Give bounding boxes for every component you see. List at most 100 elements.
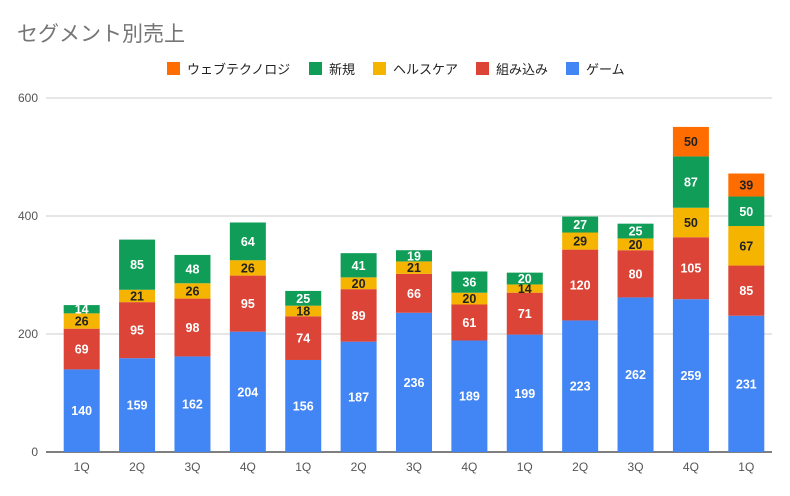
bar-segment [174, 254, 211, 284]
bar-segment [63, 328, 100, 370]
bar-segment [672, 207, 709, 238]
bar-segment [119, 302, 156, 359]
data-label: 262 [625, 368, 646, 382]
bar-segment [451, 304, 488, 341]
data-label: 41 [352, 259, 366, 273]
data-label: 14 [518, 282, 532, 296]
data-label: 29 [573, 235, 587, 249]
legend-label: ヘルスケア [393, 62, 459, 78]
bar-segment [506, 334, 543, 452]
data-label: 85 [130, 258, 144, 272]
data-label: 21 [407, 261, 421, 275]
bar-segment [396, 273, 432, 313]
data-label: 69 [75, 343, 89, 357]
x-tick-label: 4Q [461, 460, 477, 474]
data-label: 27 [573, 218, 587, 232]
x-tick-label: 3Q [184, 460, 200, 474]
bar-segment [340, 277, 377, 290]
bar-segment [396, 250, 432, 262]
bar-segment [285, 316, 322, 360]
data-label: 259 [680, 369, 701, 383]
bar-segment [728, 196, 765, 227]
bar-segment [451, 271, 488, 293]
data-label: 19 [407, 249, 421, 263]
bar-segment [728, 315, 765, 452]
data-label: 89 [352, 309, 366, 323]
bar-segment [285, 305, 322, 317]
legend-swatch [167, 61, 180, 75]
x-tick-label: 2Q [572, 460, 588, 474]
legend-swatch [309, 61, 322, 75]
data-label: 189 [459, 390, 480, 404]
bar-segment [451, 292, 488, 305]
data-label: 162 [182, 398, 203, 412]
data-label: 20 [352, 277, 366, 291]
chart-title: セグメント別売上 [17, 22, 185, 46]
data-label: 71 [518, 307, 532, 321]
bar-segment [617, 297, 654, 452]
data-label: 21 [130, 289, 144, 303]
legend-label: 組み込み [496, 62, 549, 78]
x-tick-label: 4Q [683, 460, 699, 474]
data-label: 39 [739, 179, 753, 193]
bar-segment [63, 369, 100, 452]
data-label: 105 [680, 262, 701, 276]
y-tick-label: 600 [18, 91, 38, 105]
data-label: 98 [186, 321, 200, 335]
bar-segment [672, 126, 709, 157]
x-tick-label: 2Q [129, 460, 145, 474]
y-tick-label: 400 [18, 209, 38, 223]
data-label: 120 [570, 279, 591, 293]
x-tick-label: 3Q [628, 460, 644, 474]
bar-segment [617, 250, 654, 298]
bar-segment [174, 283, 211, 299]
legend-label: ゲーム [586, 62, 625, 78]
bar-segment [340, 341, 377, 452]
legend-swatch [476, 61, 489, 75]
bar-segment [285, 290, 322, 306]
bar-segment [340, 289, 377, 342]
data-label: 48 [186, 263, 200, 277]
bar-segment [562, 249, 599, 321]
bar-segment [285, 359, 322, 452]
bar-segment [728, 265, 765, 316]
bar-segment [562, 320, 599, 452]
bar-segment [174, 298, 211, 357]
data-label: 95 [241, 297, 255, 311]
legend-label: ウェブテクノロジ [187, 62, 291, 78]
data-label: 36 [462, 276, 476, 290]
bar-segment [562, 232, 599, 250]
data-label: 26 [186, 284, 200, 298]
bar-segment [119, 239, 156, 290]
data-label: 74 [296, 332, 310, 346]
legend-item: ゲーム [566, 58, 625, 78]
data-label: 140 [71, 404, 92, 418]
data-label: 50 [684, 216, 698, 230]
data-label: 199 [514, 387, 535, 401]
data-label: 236 [404, 376, 425, 390]
x-tick-label: 1Q [295, 460, 311, 474]
x-tick-label: 2Q [351, 460, 367, 474]
bar-segment [119, 289, 156, 303]
data-label: 26 [241, 261, 255, 275]
bar-segment [396, 261, 432, 274]
legend-item: ウェブテクノロジ [167, 58, 290, 78]
legend-item: 新規 [309, 58, 355, 78]
data-label: 223 [570, 380, 591, 394]
legend-swatch [566, 61, 579, 75]
bar-segment [562, 216, 599, 233]
data-label: 20 [629, 238, 643, 252]
data-label: 20 [518, 272, 532, 286]
data-label: 61 [462, 316, 476, 330]
bar-segment [506, 292, 543, 335]
legend-item: 組み込み [476, 58, 548, 78]
bar-segment [229, 331, 266, 452]
data-label: 187 [348, 390, 369, 404]
data-label: 204 [237, 385, 258, 399]
bar-segment [174, 356, 211, 452]
bar-segment [506, 284, 543, 293]
x-tick-label: 1Q [74, 460, 90, 474]
data-label: 64 [241, 235, 255, 249]
legend-item: ヘルスケア [373, 58, 458, 78]
